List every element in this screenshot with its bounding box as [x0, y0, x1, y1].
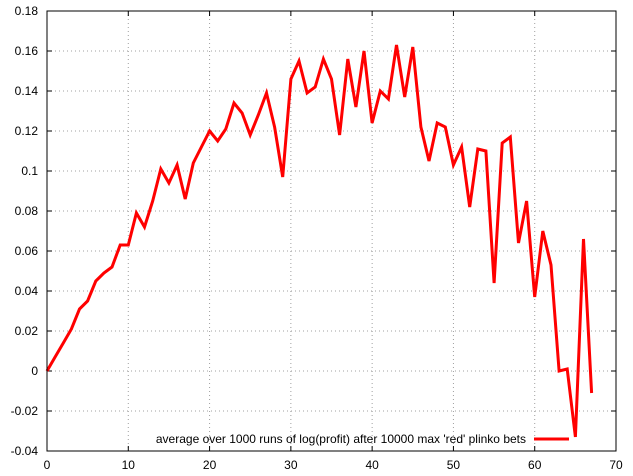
- y-tick-label: 0.12: [15, 124, 39, 138]
- y-tick-label: 0.16: [15, 44, 39, 58]
- grid: [47, 11, 616, 451]
- x-tick-label: 50: [447, 458, 461, 472]
- y-tick-label: -0.04: [11, 444, 39, 458]
- y-tick-label: 0: [31, 364, 38, 378]
- x-tick-label: 60: [528, 458, 542, 472]
- y-tick-label: 0.14: [15, 84, 39, 98]
- y-tick-label: 0.02: [15, 324, 39, 338]
- series-group: [45, 44, 594, 438]
- y-tick-label: -0.02: [11, 404, 39, 418]
- y-tick-label: 0.06: [15, 244, 39, 258]
- y-tick-label: 0.08: [15, 204, 39, 218]
- x-tick-label: 20: [203, 458, 217, 472]
- x-tick-label: 30: [284, 458, 298, 472]
- x-tick-label: 70: [609, 458, 623, 472]
- legend-label: average over 1000 runs of log(profit) af…: [156, 432, 526, 446]
- y-tick-label: 0.18: [15, 4, 39, 18]
- series-line: [45, 44, 594, 438]
- plot-frame: [46, 10, 617, 452]
- y-tick-label: 0.04: [15, 284, 39, 298]
- legend: average over 1000 runs of log(profit) af…: [156, 432, 569, 446]
- tick-labels: 0 10 20 30 40 50 60 70 -0.04 -0.02 0 0.02 0.04 0.06 0.…: [11, 4, 623, 472]
- y-tick-label: 0.1: [21, 164, 38, 178]
- x-tick-label: 0: [44, 458, 51, 472]
- x-tick-label: 40: [365, 458, 379, 472]
- x-tick-label: 10: [122, 458, 136, 472]
